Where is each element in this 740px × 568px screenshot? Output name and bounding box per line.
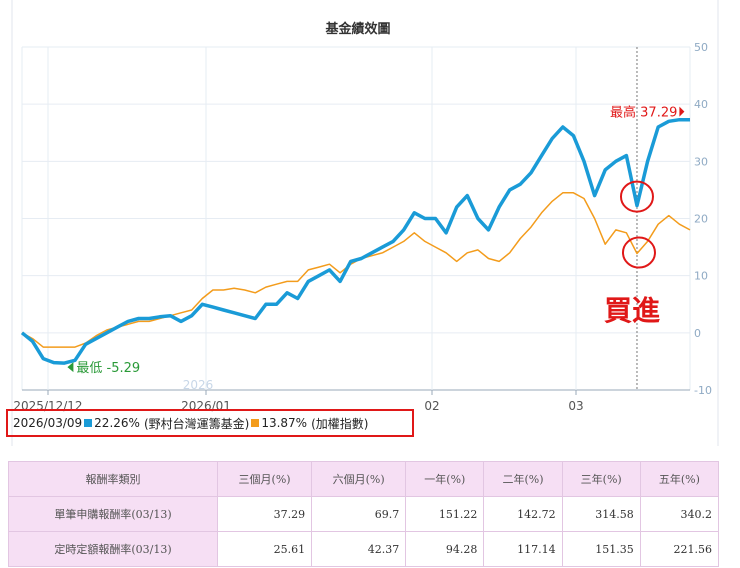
y-tick-label: 20 [694, 213, 708, 226]
return-table-header-row: 報酬率類別 三個月(%) 六個月(%) 一年(%) 二年(%) 三年(%) 五年… [8, 461, 720, 497]
table-cell: 221.56 [639, 531, 720, 567]
y-axis: 50 40 30 20 10 0 -10 [694, 41, 712, 397]
low-annotation-label: 最低 -5.29 [76, 361, 140, 376]
y-tick-label: 50 [694, 41, 708, 54]
x-tick-label: 03 [568, 399, 583, 413]
chart-background [0, 0, 740, 446]
header-2y: 二年(%) [483, 461, 563, 497]
header-category: 報酬率類別 [8, 461, 218, 497]
fund-series-line [20, 117, 690, 365]
high-annotation-label: 最高 37.29 [610, 105, 677, 121]
annotation-layer: 最高 37.29 最低 -5.29 買進 [67, 105, 685, 376]
legend-date: 2026/03/09 [13, 416, 83, 430]
table-cell: 340.2 [639, 496, 720, 532]
table-cell: 151.35 [561, 531, 641, 567]
header-1y: 一年(%) [405, 461, 485, 497]
series-layer [20, 117, 691, 365]
y-tick-label: 10 [694, 270, 708, 283]
table-cell: 142.72 [483, 496, 563, 532]
table-row: 定時定額報酬率(03/13) 25.61 42.37 94.28 117.14 … [8, 531, 720, 567]
header-3m: 三個月(%) [216, 461, 313, 497]
legend-index-name: (加權指數) [311, 416, 369, 431]
legend-index-swatch [251, 419, 260, 427]
return-table: 報酬率類別 三個月(%) 六個月(%) 一年(%) 二年(%) 三年(%) 五年… [8, 461, 720, 567]
y-tick-label: -10 [694, 384, 712, 397]
legend-fund-value: 22.26% [94, 416, 140, 430]
table-row: 單筆申購報酬率(03/13) 37.29 69.7 151.22 142.72 … [8, 496, 720, 532]
header-6m: 六個月(%) [311, 461, 407, 497]
table-cell: 94.28 [405, 531, 485, 567]
table-cell: 151.22 [405, 496, 485, 532]
year-watermark: 2026 [183, 378, 214, 392]
table-cell: 25.61 [216, 531, 313, 567]
y-tick-label: 30 [694, 155, 708, 168]
buy-circle-fund [619, 180, 654, 213]
low-arrow-icon [67, 362, 74, 373]
header-5y: 五年(%) [639, 461, 720, 497]
y-tick-label: 40 [694, 98, 708, 111]
legend-fund-swatch [84, 419, 93, 427]
row-label-lump-sum: 單筆申購報酬率(03/13) [8, 496, 218, 532]
legend-index-value: 13.87% [261, 416, 308, 430]
table-cell: 37.29 [216, 496, 313, 532]
table-cell: 314.58 [561, 496, 641, 532]
legend-fund-name: (野村台灣運籌基金) [143, 416, 250, 431]
buy-label: 買進 [604, 294, 660, 327]
table-cell: 42.37 [311, 531, 407, 567]
performance-chart-panel: 基金績效圖 2026 50 40 30 20 10 0 -10 2025/12/12 2026… [0, 0, 740, 446]
row-label-regular: 定時定額報酬率(03/13) [8, 531, 218, 567]
header-3y: 三年(%) [561, 461, 641, 497]
legend-box: 2026/03/09 22.26% (野村台灣運籌基金) 13.87% (加權指… [6, 409, 414, 437]
table-cell: 117.14 [483, 531, 563, 567]
chart-title: 基金績效圖 [324, 21, 390, 37]
table-cell: 69.7 [311, 496, 407, 532]
y-tick-label: 0 [694, 327, 701, 340]
x-tick-label: 02 [424, 399, 439, 413]
grid-layer [21, 46, 691, 391]
buy-circle-index [621, 236, 656, 269]
high-arrow-icon [679, 106, 685, 117]
